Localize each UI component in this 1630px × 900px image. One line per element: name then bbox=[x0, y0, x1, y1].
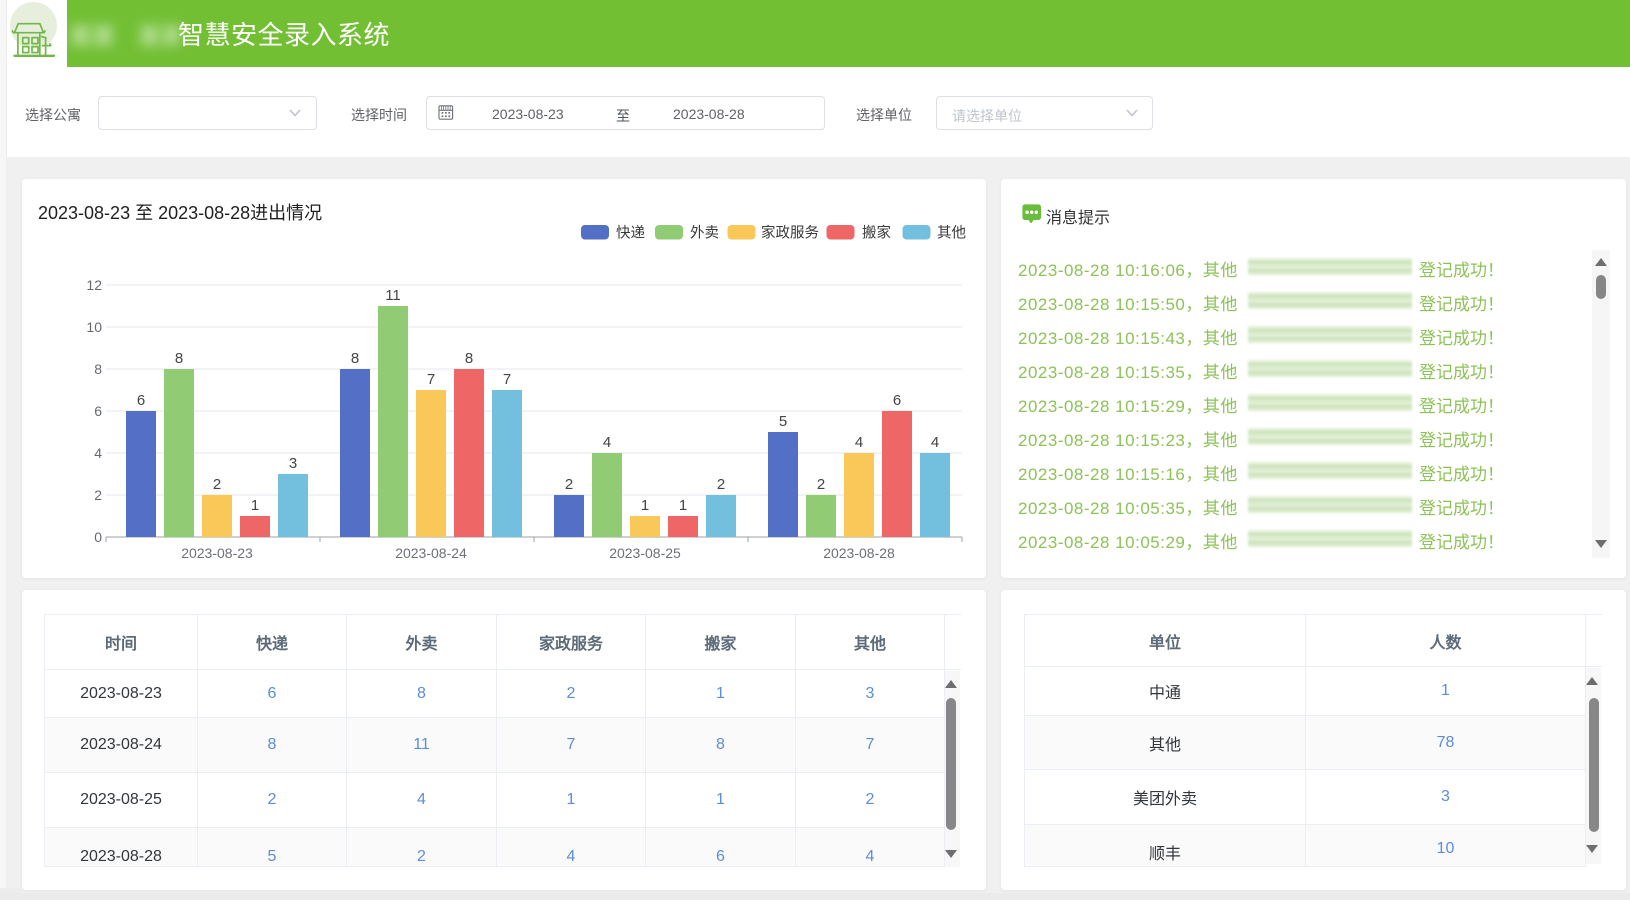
svg-text:2: 2 bbox=[213, 476, 221, 493]
svg-text:10: 10 bbox=[86, 319, 102, 335]
svg-text:4: 4 bbox=[931, 434, 939, 451]
svg-text:3: 3 bbox=[289, 455, 297, 472]
svg-text:7: 7 bbox=[427, 371, 435, 388]
svg-text:2: 2 bbox=[565, 476, 573, 493]
svg-text:5: 5 bbox=[779, 413, 787, 430]
svg-text:1: 1 bbox=[641, 497, 649, 514]
svg-text:8: 8 bbox=[465, 350, 473, 367]
svg-text:0: 0 bbox=[94, 529, 102, 545]
svg-text:快递: 快递 bbox=[616, 225, 645, 242]
svg-text:2: 2 bbox=[94, 487, 102, 503]
svg-text:4: 4 bbox=[855, 434, 863, 451]
svg-text:7: 7 bbox=[503, 371, 511, 388]
svg-text:6: 6 bbox=[893, 392, 901, 409]
svg-text:2023-08-23: 2023-08-23 bbox=[181, 545, 253, 561]
svg-text:6: 6 bbox=[94, 403, 102, 419]
svg-text:8: 8 bbox=[351, 350, 359, 367]
svg-text:4: 4 bbox=[603, 434, 611, 451]
svg-text:2: 2 bbox=[817, 476, 825, 493]
svg-text:2023-08-25: 2023-08-25 bbox=[609, 545, 681, 561]
svg-text:12: 12 bbox=[86, 277, 102, 293]
svg-text:2: 2 bbox=[717, 476, 725, 493]
svg-text:2023-08-24: 2023-08-24 bbox=[395, 545, 467, 561]
svg-text:6: 6 bbox=[137, 392, 145, 409]
svg-text:其他: 其他 bbox=[937, 225, 966, 242]
svg-text:搬家: 搬家 bbox=[862, 225, 891, 242]
svg-text:8: 8 bbox=[175, 350, 183, 367]
svg-text:11: 11 bbox=[385, 287, 401, 304]
svg-text:8: 8 bbox=[94, 361, 102, 377]
svg-text:家政服务: 家政服务 bbox=[761, 225, 819, 242]
svg-text:2023-08-28: 2023-08-28 bbox=[823, 545, 895, 561]
svg-text:1: 1 bbox=[679, 497, 687, 514]
svg-text:外卖: 外卖 bbox=[690, 225, 719, 242]
svg-text:4: 4 bbox=[94, 445, 102, 461]
svg-text:1: 1 bbox=[251, 497, 259, 514]
